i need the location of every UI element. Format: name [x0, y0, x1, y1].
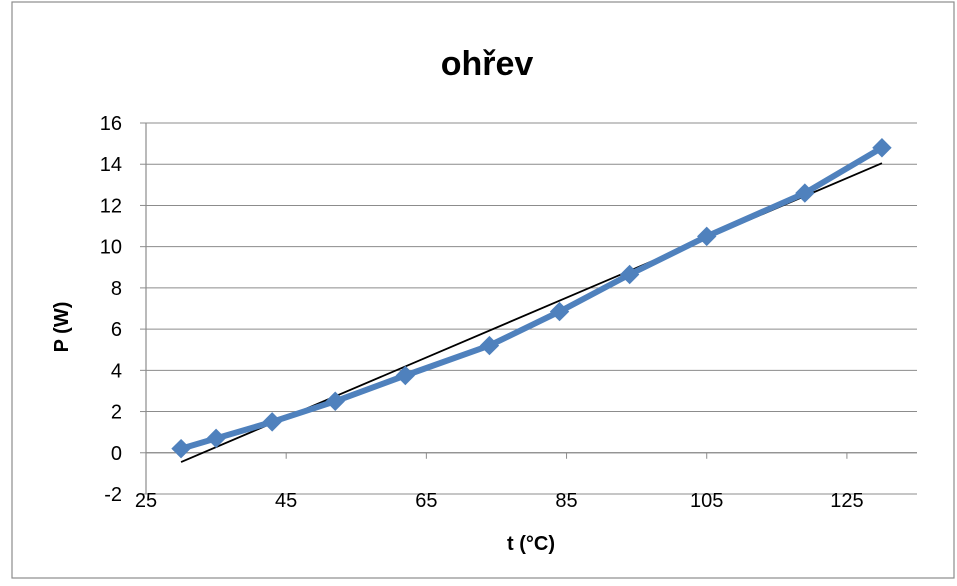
y-tick-labels: -2 0 2 4 6 8 10 12 14 16: [100, 113, 122, 506]
chart-title: ohřev: [441, 45, 534, 83]
data-point-marker: [206, 428, 226, 449]
y-tick-label: 4: [111, 360, 122, 382]
x-tick-label: 125: [830, 490, 863, 512]
y-tick-label: 8: [111, 278, 122, 300]
x-tick-label: 85: [555, 490, 577, 512]
x-axis-title: t (°C): [507, 533, 555, 555]
y-tick-label: 6: [111, 319, 122, 341]
data-point-marker: [872, 138, 892, 158]
y-tick-label: 14: [100, 154, 122, 176]
y-axis-title: P (W): [51, 302, 73, 353]
chart-border: [11, 1, 955, 579]
data-point-marker: [395, 365, 416, 386]
y-tick-label: -2: [104, 484, 122, 506]
y-tick-label: 10: [100, 237, 122, 259]
data-point-marker: [795, 183, 815, 203]
y-tick-label: 16: [100, 113, 122, 135]
data-point-marker: [619, 264, 640, 285]
y-tick-label: 12: [100, 195, 122, 217]
series-group: [171, 138, 892, 459]
data-point-marker: [262, 412, 282, 432]
data-point-marker: [479, 335, 500, 356]
axes: [140, 122, 917, 495]
data-point-marker: [549, 301, 570, 322]
data-point-marker: [697, 226, 717, 247]
y-tick-label: 2: [111, 402, 122, 424]
x-tick-label: 105: [690, 490, 723, 512]
x-tick-label: 25: [135, 490, 157, 512]
data-point-marker: [171, 438, 191, 459]
x-tick-label: 65: [415, 490, 437, 512]
data-point-marker: [325, 391, 345, 411]
x-tick-label: 45: [275, 490, 297, 512]
y-tick-label: 0: [111, 443, 122, 465]
x-tick-labels: 25 45 65 85 105 125: [135, 490, 864, 512]
